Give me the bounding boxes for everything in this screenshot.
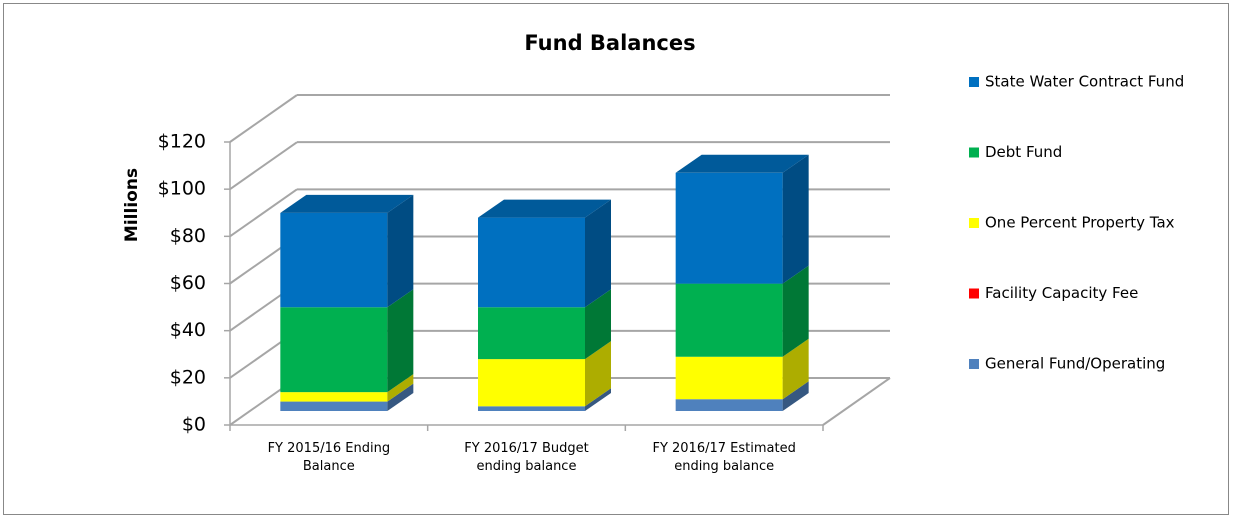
bar-side — [585, 388, 611, 411]
y-tick-label: $120 — [158, 131, 206, 153]
y-tick-label: $100 — [158, 178, 206, 200]
bar-side — [782, 381, 809, 411]
bar-side — [387, 383, 414, 411]
y-tick-label: $20 — [170, 366, 206, 388]
legend-label: Debt Fund — [985, 143, 1062, 161]
legend-label: Facility Capacity Fee — [985, 284, 1138, 302]
grid-line — [229, 141, 298, 190]
bar-side — [782, 265, 809, 357]
y-tick-label: $80 — [170, 225, 206, 247]
y-axis-label: Millions — [122, 168, 142, 242]
bar-side — [585, 289, 611, 360]
legend-label: State Water Contract Fund — [985, 73, 1184, 91]
bar-segment — [478, 307, 585, 360]
bar-segment — [280, 212, 388, 308]
legend-label: One Percent Property Tax — [985, 214, 1175, 232]
grid-line — [229, 188, 298, 238]
legend-swatch — [969, 77, 979, 87]
legend-swatch — [969, 147, 979, 158]
bar-segment — [675, 172, 783, 284]
y-tick-label: $60 — [170, 272, 206, 294]
x-tick-label: FY 2016/17 Budget ending balance — [464, 441, 589, 474]
bar-side — [387, 289, 414, 393]
frame — [3, 3, 1229, 515]
legend-label: General Fund/Operating — [985, 355, 1165, 373]
legend-swatch — [969, 218, 979, 228]
bar-side — [782, 154, 809, 284]
bar-side — [585, 341, 611, 407]
chart-title: Fund Balances — [524, 31, 695, 55]
bar-segment — [675, 399, 783, 411]
bar-top — [478, 199, 611, 218]
bar-side — [585, 199, 611, 308]
floor-edge — [822, 377, 891, 426]
bar-segment — [280, 401, 388, 411]
bar-segment — [478, 359, 585, 407]
y-tick-label: $0 — [182, 414, 206, 436]
bar-side — [782, 338, 809, 400]
x-tick-label: FY 2015/16 Ending Balance — [267, 441, 391, 474]
y-tick-label: $40 — [170, 319, 206, 341]
legend-swatch — [969, 359, 979, 369]
bar-side — [387, 194, 414, 308]
bar-top — [280, 194, 414, 213]
bar-top — [675, 154, 809, 173]
bar-segment — [280, 307, 388, 393]
bar-side — [387, 374, 414, 402]
bar-segment — [675, 356, 783, 400]
grid-line — [229, 94, 298, 143]
x-tick-label: FY 2016/17 Estimated ending balance — [652, 441, 796, 474]
bar-segment — [478, 406, 585, 411]
legend-swatch — [969, 288, 979, 299]
bar-segment — [280, 392, 388, 402]
bar-segment — [478, 217, 585, 308]
bar-segment — [675, 283, 783, 357]
